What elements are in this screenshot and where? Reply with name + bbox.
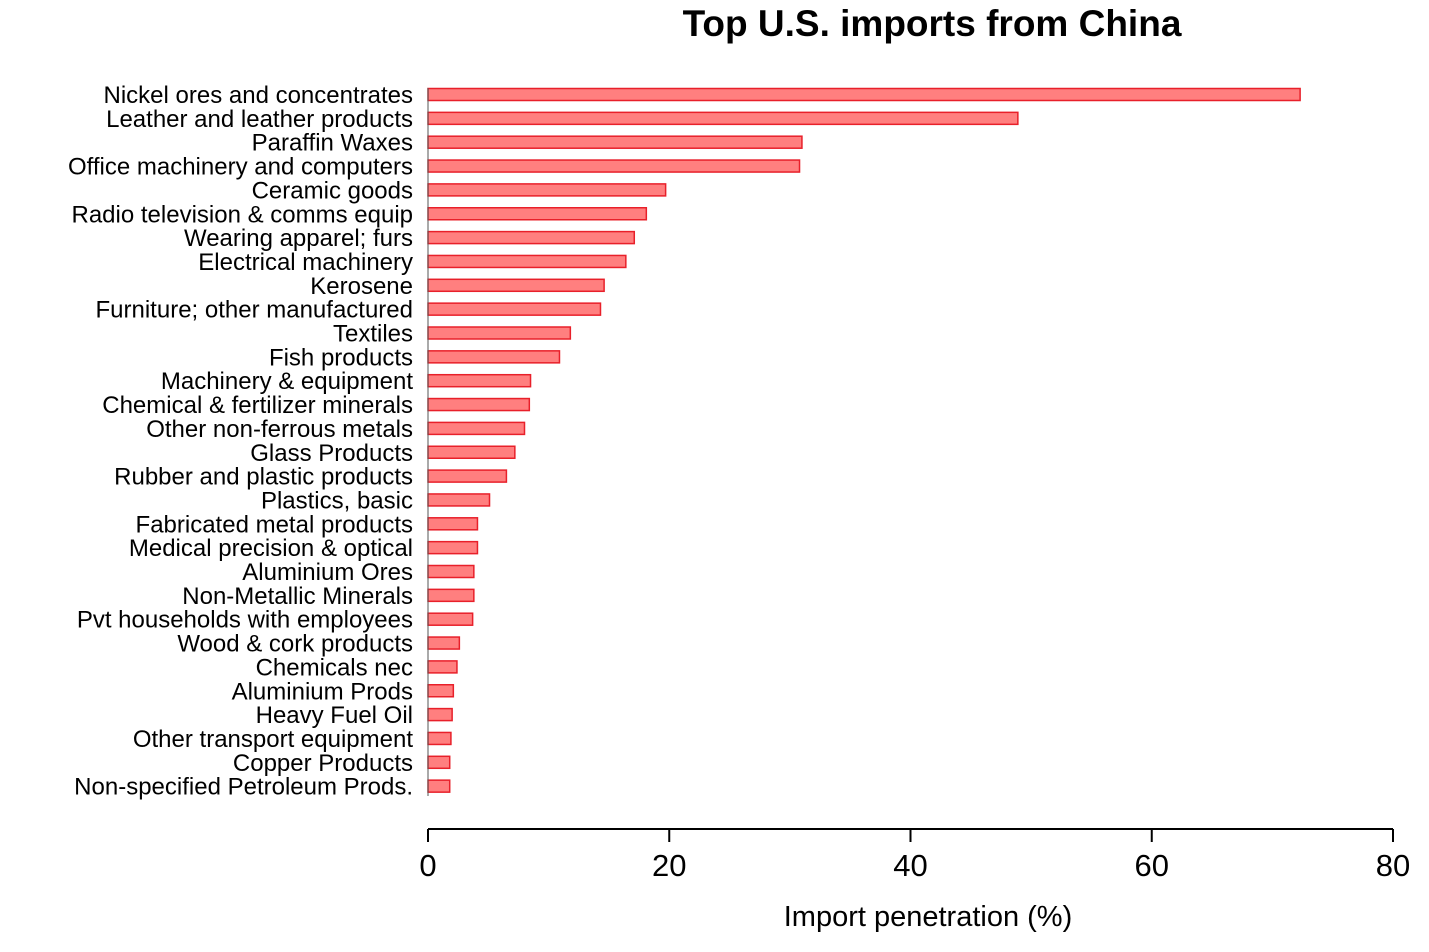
bar [427, 517, 479, 531]
category-label: Fish products [269, 344, 413, 371]
category-label: Nickel ores and concentrates [104, 82, 414, 109]
bar [427, 707, 453, 722]
bar [427, 636, 461, 650]
bar [427, 755, 451, 770]
bar [427, 87, 1301, 102]
bar [427, 302, 602, 316]
category-label: Paraffin Waxes [252, 130, 413, 157]
bar [427, 564, 475, 579]
bars-group [427, 87, 1301, 793]
bar [427, 540, 479, 555]
bar [427, 159, 801, 173]
category-label: Plastics, basic [261, 487, 413, 514]
x-tick-label: 80 [1376, 848, 1410, 883]
category-label: Furniture; other manufactured [96, 297, 414, 324]
category-label: Kerosene [310, 273, 413, 300]
category-label: Other transport equipment [133, 726, 413, 753]
bar [427, 230, 636, 245]
category-label: Other non-ferrous metals [146, 416, 413, 443]
x-tick-label: 0 [419, 848, 436, 883]
bar [427, 207, 648, 221]
category-label: Glass Products [250, 440, 413, 467]
category-label: Fabricated metal products [136, 511, 413, 538]
category-label: Pvt households with employees [77, 607, 413, 634]
bar [427, 183, 667, 197]
bar [427, 731, 452, 746]
bar [427, 350, 561, 364]
bar [427, 493, 491, 507]
x-tick-label: 20 [652, 848, 686, 883]
category-label: Leather and leather products [106, 106, 413, 133]
category-label: Ceramic goods [252, 177, 413, 204]
category-label: Radio television & comms equip [72, 201, 414, 228]
x-axis: 0 20 40 60 80 [419, 828, 1410, 883]
category-label: Medical precision & optical [129, 535, 413, 562]
bar [427, 373, 532, 388]
category-label: Chemicals nec [256, 654, 413, 681]
x-ticks: 0 20 40 60 80 [419, 829, 1410, 883]
bar [427, 445, 516, 459]
bar [427, 326, 572, 340]
bar [427, 111, 1019, 126]
bar [427, 421, 526, 436]
bar [427, 779, 451, 793]
category-label: Wood & cork products [177, 631, 413, 658]
category-label: Textiles [333, 321, 413, 348]
bar [427, 397, 531, 412]
category-label: Machinery & equipment [161, 368, 413, 395]
bar [427, 469, 508, 483]
category-label: Heavy Fuel Oil [256, 702, 413, 729]
x-tick-label: 40 [893, 848, 927, 883]
category-label: Electrical machinery [198, 249, 413, 276]
category-label: Chemical & fertilizer minerals [102, 392, 413, 419]
category-label: Office machinery and computers [68, 154, 413, 181]
category-label: Aluminium Ores [242, 559, 413, 586]
category-label: Aluminium Prods [232, 678, 413, 705]
x-tick-label: 60 [1135, 848, 1169, 883]
category-label: Non-specified Petroleum Prods. [74, 774, 413, 801]
bar [427, 660, 458, 674]
bar [427, 588, 475, 603]
category-label: Copper Products [233, 750, 413, 777]
bar [427, 135, 803, 149]
bar [427, 684, 455, 698]
chart-title: Top U.S. imports from China [683, 3, 1182, 44]
category-label: Wearing apparel; furs [184, 225, 413, 252]
category-label: Rubber and plastic products [114, 464, 413, 491]
bar [427, 278, 605, 293]
bar [427, 612, 474, 626]
bar [427, 254, 627, 269]
category-label: Non-Metallic Minerals [182, 583, 413, 610]
x-axis-label: Import penetration (%) [784, 901, 1073, 933]
